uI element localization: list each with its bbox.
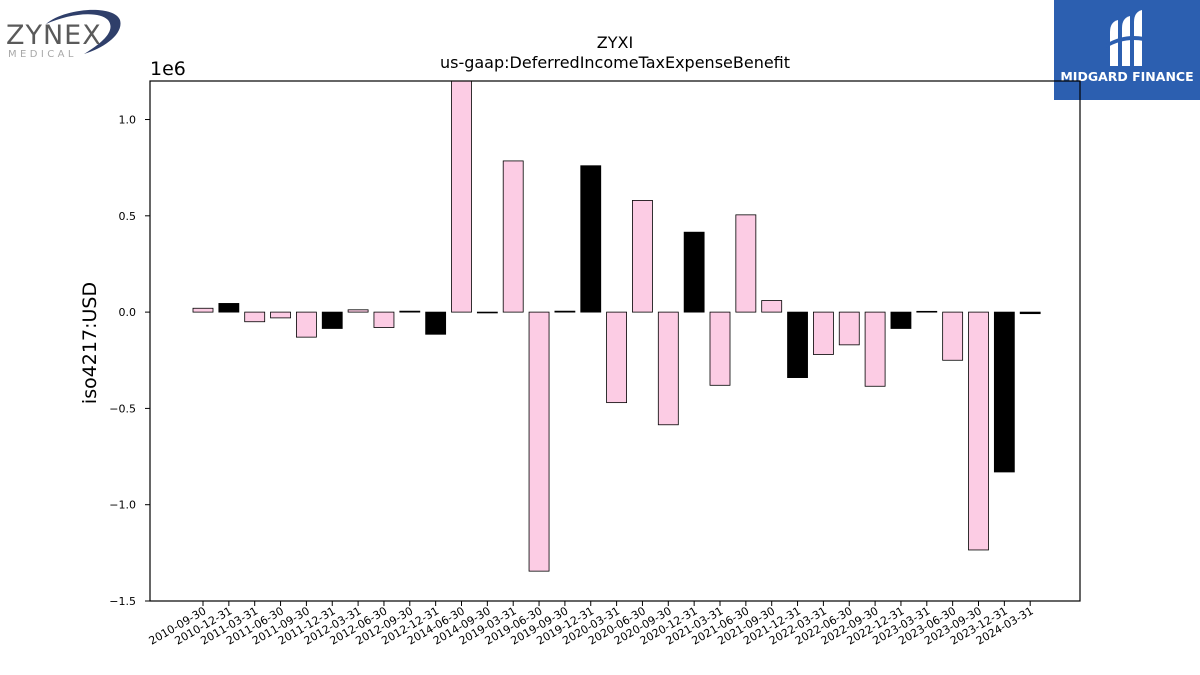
bar-2022-12-31	[890, 311, 912, 329]
axes-frame	[149, 80, 1081, 602]
bar-2020-06-30	[632, 200, 653, 313]
bar-2014-09-30	[476, 311, 498, 314]
y-tick-label: 1.0	[119, 114, 137, 127]
bar-2012-09-30	[399, 310, 421, 313]
bar-2023-06-30	[942, 311, 964, 361]
bar-2021-09-30	[761, 300, 783, 313]
bar-2022-03-31	[813, 311, 834, 355]
ticks-layer: −1.5−1.0−0.50.00.51.02010-09-302010-12-3…	[109, 114, 1035, 648]
bar-2021-12-31	[787, 311, 808, 378]
bar-2023-09-30	[968, 311, 989, 551]
bar-2023-12-31	[993, 311, 1015, 473]
bar-2021-03-31	[709, 311, 731, 386]
bar-2023-03-31	[916, 310, 938, 313]
midgard-mark-icon	[1106, 10, 1148, 66]
bar-2019-09-30	[554, 310, 576, 313]
y-axis-label: iso4217:USD	[79, 282, 101, 404]
bar-2011-03-31	[244, 311, 266, 323]
bar-2024-03-31	[1019, 311, 1041, 315]
bar-2019-03-31	[502, 160, 524, 313]
bar-2011-06-30	[270, 311, 291, 319]
zynex-medical-logo: ZYNEX MEDICAL	[4, 4, 124, 64]
logo-left-name: ZYNEX	[6, 20, 102, 51]
midgard-finance-logo: MIDGARD FINANCE	[1054, 0, 1200, 100]
chart-subtitle: us-gaap:DeferredIncomeTaxExpenseBenefit	[440, 53, 790, 72]
bar-2021-06-30	[735, 214, 757, 313]
bar-2010-09-30	[192, 307, 214, 313]
bar-2012-03-31	[347, 309, 369, 313]
logo-left-subtitle: MEDICAL	[8, 49, 77, 60]
y-tick-label: −1.0	[109, 499, 136, 512]
bar-2011-09-30	[295, 311, 317, 338]
bar-2014-06-30	[451, 80, 472, 313]
y-multiplier-label: 1e6	[150, 58, 186, 80]
bar-2022-09-30	[864, 311, 886, 387]
bars-layer	[192, 80, 1041, 572]
bar-2020-12-31	[683, 231, 705, 313]
bar-2020-09-30	[657, 311, 679, 426]
bar-2010-12-31	[218, 303, 240, 313]
y-tick-label: −0.5	[109, 402, 136, 415]
bar-2022-06-30	[838, 311, 860, 346]
bar-2020-03-31	[606, 311, 627, 404]
bar-2019-12-31	[580, 165, 602, 313]
bar-2019-06-30	[528, 311, 550, 572]
y-tick-label: 0.5	[119, 210, 137, 223]
logo-swoosh-icon	[46, 9, 121, 55]
chart-title: ZYXI	[597, 33, 633, 52]
y-tick-label: −1.5	[109, 595, 136, 608]
bar-2012-06-30	[373, 311, 395, 328]
logo-right-name: MIDGARD FINANCE	[1060, 69, 1194, 84]
bar-2011-12-31	[321, 311, 343, 329]
y-tick-label: 0.0	[119, 306, 137, 319]
bar-2012-12-31	[425, 311, 447, 335]
